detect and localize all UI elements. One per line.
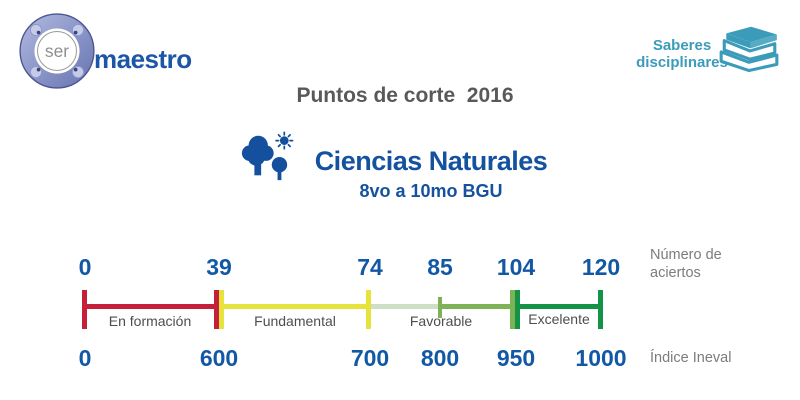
ineval-tick-5: 1000 xyxy=(575,345,627,371)
scale-segment-bar xyxy=(224,304,366,309)
ser-maestro-ring-icon: ser xyxy=(19,13,95,89)
ineval-axis-label: Índice Ineval xyxy=(650,350,732,366)
segment-label-en-formacion: En formación xyxy=(108,313,192,329)
segment-label-favorable: Favorable xyxy=(409,313,473,329)
saberes-disciplinares-label: Saberes disciplinares xyxy=(634,37,730,71)
trees-sun-icon xyxy=(241,131,294,181)
aciertos-tick-5: 120 xyxy=(581,254,621,280)
ineval-tick-0: 0 xyxy=(78,345,92,371)
aciertos-tick-3: 85 xyxy=(427,254,453,280)
aciertos-tick-2: 74 xyxy=(357,254,383,280)
program-line-1: Saberes xyxy=(652,37,712,54)
scale-tick xyxy=(515,290,520,329)
ineval-tick-1: 600 xyxy=(199,345,239,371)
logo-brand-text: maestro xyxy=(94,44,192,74)
subject-block: Ciencias Naturales 8vo a 10mo BGU xyxy=(295,146,567,202)
scale-tick xyxy=(219,290,224,329)
page-title: Puntos de corte 2016 xyxy=(296,84,514,107)
scale-segment-bar xyxy=(520,304,600,309)
scale-segment-bar xyxy=(371,304,438,309)
segment-label-fundamental: Fundamental xyxy=(254,313,336,329)
scale-tick xyxy=(214,290,219,329)
aciertos-tick-0: 0 xyxy=(78,254,92,280)
program-line-2: disciplinares xyxy=(636,54,728,71)
scale-tick xyxy=(366,290,371,329)
scale-tick xyxy=(598,290,603,329)
scale-tick xyxy=(82,290,87,329)
segment-label-excelente: Excelente xyxy=(528,311,590,327)
books-icon xyxy=(719,26,779,73)
aciertos-tick-4: 104 xyxy=(496,254,536,280)
scale-segment-bar xyxy=(85,304,219,309)
ineval-tick-3: 800 xyxy=(420,345,460,371)
aciertos-tick-1: 39 xyxy=(206,254,232,280)
scale-segment-bar xyxy=(442,304,510,309)
ineval-tick-4: 950 xyxy=(496,345,536,371)
scale-tick xyxy=(510,290,515,329)
subject-name: Ciencias Naturales xyxy=(314,146,548,176)
logo-inner-text: ser xyxy=(45,41,69,61)
ineval-tick-2: 700 xyxy=(350,345,390,371)
scale-tick-small xyxy=(438,297,442,318)
subject-grade: 8vo a 10mo BGU xyxy=(359,181,503,201)
aciertos-axis-label: Número de aciertos xyxy=(650,247,722,281)
